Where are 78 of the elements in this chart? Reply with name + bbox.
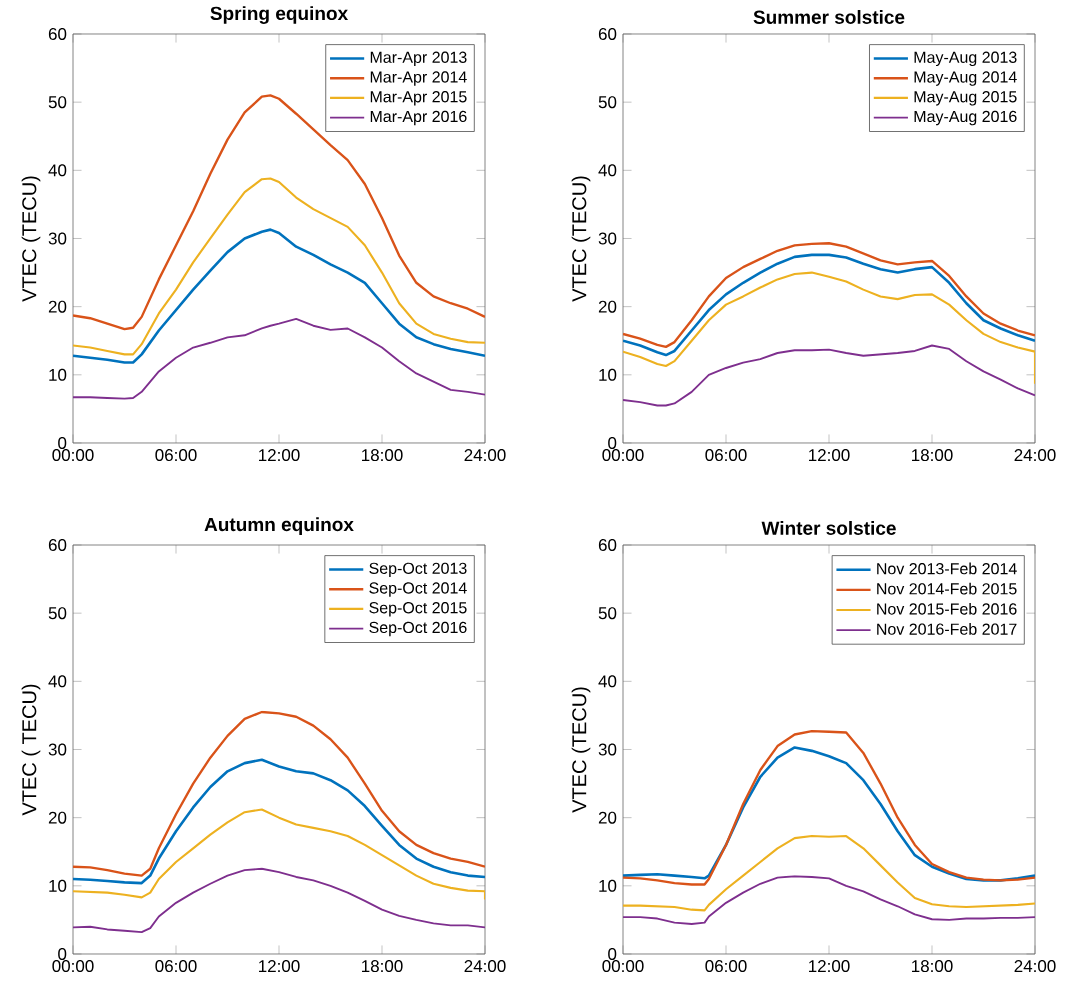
y-tick-label: 10 xyxy=(49,368,67,381)
line-series xyxy=(73,758,485,885)
y-tick-label: 40 xyxy=(598,675,617,688)
chart-title: Summer solstice xyxy=(753,9,905,24)
y-tick-label: 10 xyxy=(599,368,617,381)
x-tick-label: 18:00 xyxy=(362,449,403,462)
line-series xyxy=(623,253,1036,357)
y-tick-label: 10 xyxy=(599,879,617,892)
chart-title: Spring equinox xyxy=(210,6,349,24)
x-tick-label: 24:00 xyxy=(464,449,506,462)
x-tick-label: 12:00 xyxy=(809,449,850,462)
x-tick-label: 12:00 xyxy=(809,960,850,973)
y-tick-label: 20 xyxy=(48,811,67,824)
y-tick-label: 60 xyxy=(48,27,67,40)
y-tick-label: 0 xyxy=(608,436,617,449)
legend-label: Nov 2014-Feb 2015 xyxy=(877,582,1017,595)
y-tick-label: 20 xyxy=(598,300,617,313)
x-tick-label: 06:00 xyxy=(705,449,747,462)
line-series xyxy=(73,710,485,877)
x-tick-label: 12:00 xyxy=(259,449,300,462)
legend-label: Mar-Apr 2015 xyxy=(370,91,467,106)
legend-label: May-Aug 2013 xyxy=(914,51,1017,67)
y-tick-label: 50 xyxy=(598,96,617,109)
y-tick-label: 30 xyxy=(598,232,617,245)
x-tick-label: 18:00 xyxy=(912,449,953,462)
legend-label: Mar-Apr 2016 xyxy=(370,110,467,126)
x-tick-label: 12:00 xyxy=(259,960,300,973)
legend-label: Nov 2013-Feb 2014 xyxy=(877,562,1017,575)
y-axis-title: VTEC (TECU) xyxy=(571,687,591,813)
y-tick-label: 20 xyxy=(598,811,617,824)
x-tick-label: 18:00 xyxy=(362,960,403,973)
legend-label: Mar-Apr 2013 xyxy=(370,51,467,67)
legend-label: Sep-Oct 2014 xyxy=(369,582,467,597)
x-tick-label: 00:00 xyxy=(602,449,644,462)
legend-label: Nov 2016-Feb 2017 xyxy=(877,623,1017,635)
x-tick-label: 24:00 xyxy=(1014,449,1056,462)
legend-label: May-Aug 2016 xyxy=(914,110,1017,126)
legend-label: Sep-Oct 2016 xyxy=(369,621,467,637)
y-tick-label: 60 xyxy=(48,538,67,552)
legend-label: Sep-Oct 2015 xyxy=(369,602,467,617)
y-tick-label: 30 xyxy=(48,232,67,245)
x-tick-label: 24:00 xyxy=(1014,960,1056,973)
y-axis-title: VTEC (TECU) xyxy=(21,176,41,302)
x-tick-label: 06:00 xyxy=(155,960,197,973)
y-axis-title: VTEC ( TECU) xyxy=(21,684,41,816)
legend-label: May-Aug 2015 xyxy=(914,91,1017,106)
y-tick-label: 20 xyxy=(48,300,67,313)
y-tick-label: 30 xyxy=(598,743,617,756)
y-tick-label: 40 xyxy=(48,675,67,688)
y-tick-label: 50 xyxy=(598,607,617,620)
x-tick-label: 06:00 xyxy=(705,960,747,973)
legend-label: Nov 2015-Feb 2016 xyxy=(877,602,1017,615)
chart-title: Winter solstice xyxy=(761,520,896,535)
x-tick-label: 00:00 xyxy=(52,960,94,973)
y-tick-label: 10 xyxy=(49,879,67,892)
y-tick-label: 50 xyxy=(48,96,67,109)
x-tick-label: 00:00 xyxy=(52,449,94,462)
x-tick-label: 24:00 xyxy=(464,960,506,973)
legend-label: May-Aug 2014 xyxy=(914,71,1017,86)
y-tick-label: 60 xyxy=(598,27,617,40)
y-tick-label: 50 xyxy=(48,607,67,620)
y-axis-title: VTEC (TECU) xyxy=(571,176,591,302)
y-tick-label: 60 xyxy=(598,538,617,552)
line-series xyxy=(623,875,1036,925)
x-tick-label: 06:00 xyxy=(155,449,197,462)
y-tick-label: 0 xyxy=(608,947,617,960)
line-series xyxy=(73,867,485,934)
y-tick-label: 40 xyxy=(598,164,617,177)
line-series xyxy=(623,271,1036,385)
y-tick-label: 0 xyxy=(58,947,67,960)
y-tick-label: 0 xyxy=(58,436,67,449)
chart-title: Autumn equinox xyxy=(204,517,354,535)
x-tick-label: 00:00 xyxy=(602,960,644,973)
legend-label: Sep-Oct 2013 xyxy=(369,562,467,578)
y-tick-label: 40 xyxy=(48,164,67,177)
y-tick-label: 30 xyxy=(48,743,67,756)
legend-label: Mar-Apr 2014 xyxy=(370,71,467,86)
x-tick-label: 18:00 xyxy=(912,960,953,973)
